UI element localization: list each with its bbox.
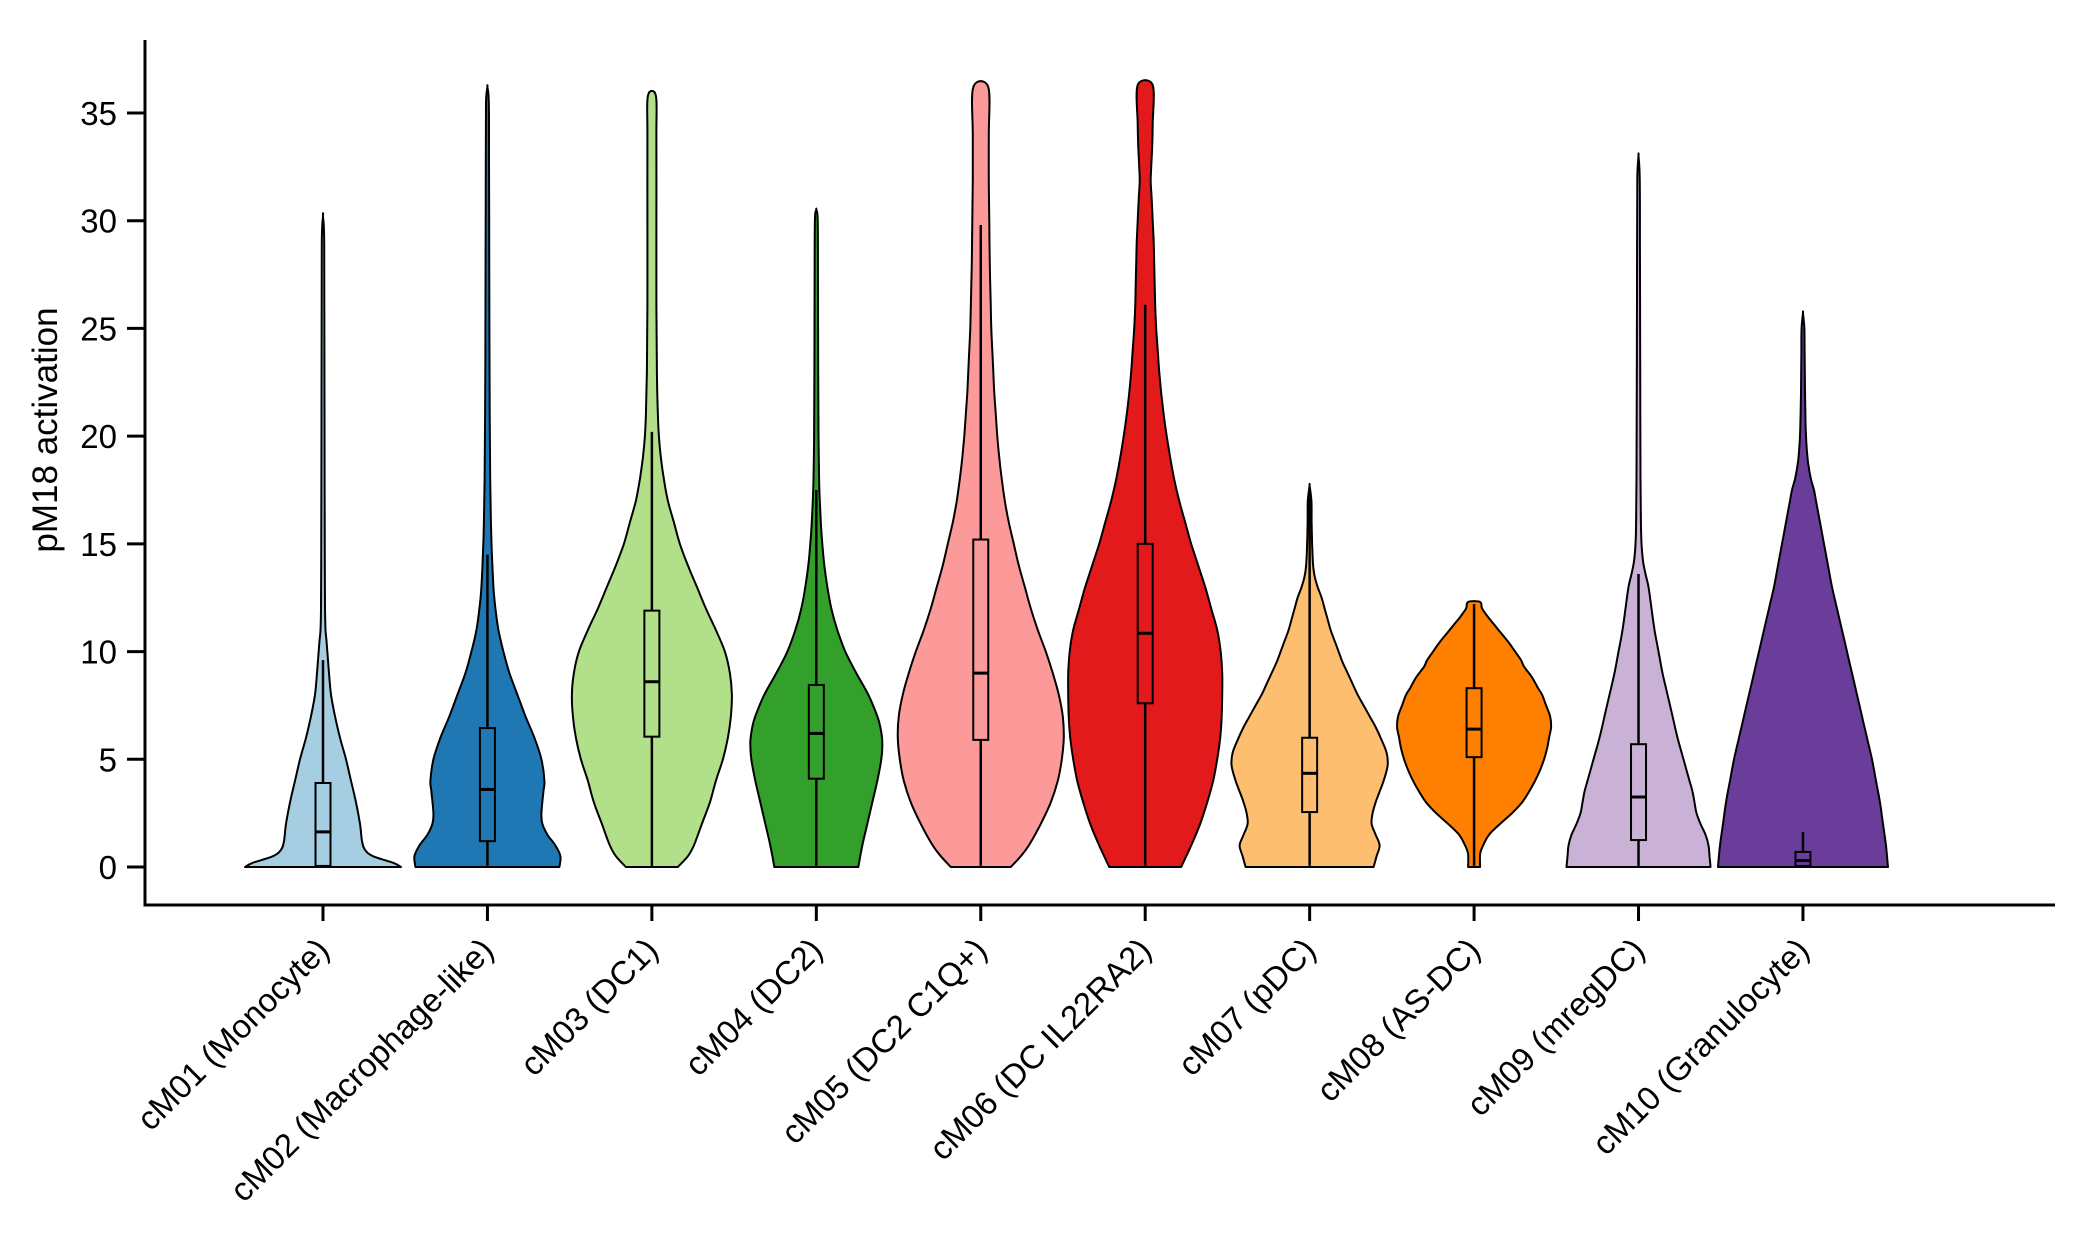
violin-cM07 <box>1230 482 1389 868</box>
y-tick-label-25: 25 <box>80 310 117 347</box>
violin-cM10 <box>1717 310 1889 868</box>
y-axis-label: pM18 activation <box>26 307 65 552</box>
violin-cM05 <box>896 80 1065 868</box>
y-tick-label-10: 10 <box>80 634 117 671</box>
x-tick-label-cM08: cM08 (AS-DC) <box>1309 931 1487 1109</box>
violin-shape-cM09 <box>1565 152 1712 868</box>
box-cM10 <box>1794 850 1812 867</box>
violin-cM01 <box>244 212 402 868</box>
violin-cM06 <box>1067 79 1224 868</box>
box-cM08 <box>1465 687 1483 759</box>
box-cM07 <box>1301 736 1319 814</box>
y-tick-label-35: 35 <box>80 95 117 132</box>
violin-cM03 <box>570 89 733 868</box>
x-tick-label-cM07: cM07 (pDC) <box>1171 931 1323 1083</box>
box-cM06 <box>1136 542 1154 705</box>
y-tick-label-0: 0 <box>99 849 117 886</box>
y-tick-label-5: 5 <box>99 741 117 778</box>
violin-shape-cM01 <box>244 212 402 868</box>
x-tick-label-cM04: cM04 (DC2) <box>677 931 829 1083</box>
axes-layer: 0 5 10 15 20 25 30 35 cM01 (Monocyte)cM02 (Macr… <box>26 40 2055 1209</box>
x-tick-label-cM09: cM09 (mregDC) <box>1459 931 1651 1123</box>
box-cM05 <box>972 538 990 741</box>
violin-shape-cM02 <box>413 84 562 868</box>
x-tick-label-cM02: cM02 (Macrophage-like) <box>223 931 501 1209</box>
violins-layer <box>244 79 1889 868</box>
y-tick-label-20: 20 <box>80 418 117 455</box>
y-tick-label-15: 15 <box>80 526 117 563</box>
violin-cM04 <box>749 207 884 868</box>
y-tick-label-30: 30 <box>80 203 117 240</box>
y-axis-ticks: 0 5 10 15 20 25 30 35 <box>80 95 145 886</box>
violin-shape-cM10 <box>1717 310 1889 868</box>
x-tick-label-cM03: cM03 (DC1) <box>513 931 665 1083</box>
violin-cM08 <box>1396 600 1553 868</box>
box-cM04 <box>807 683 825 780</box>
violin-cM09 <box>1565 152 1712 868</box>
box-cM03 <box>643 609 661 738</box>
x-axis-ticks: cM01 (Monocyte)cM02 (Macrophage-like) cM0… <box>130 905 1816 1209</box>
box-cM02 <box>478 727 496 843</box>
violin-cM02 <box>413 84 562 868</box>
box-cM01 <box>314 781 332 867</box>
box-cM09 <box>1630 743 1648 842</box>
